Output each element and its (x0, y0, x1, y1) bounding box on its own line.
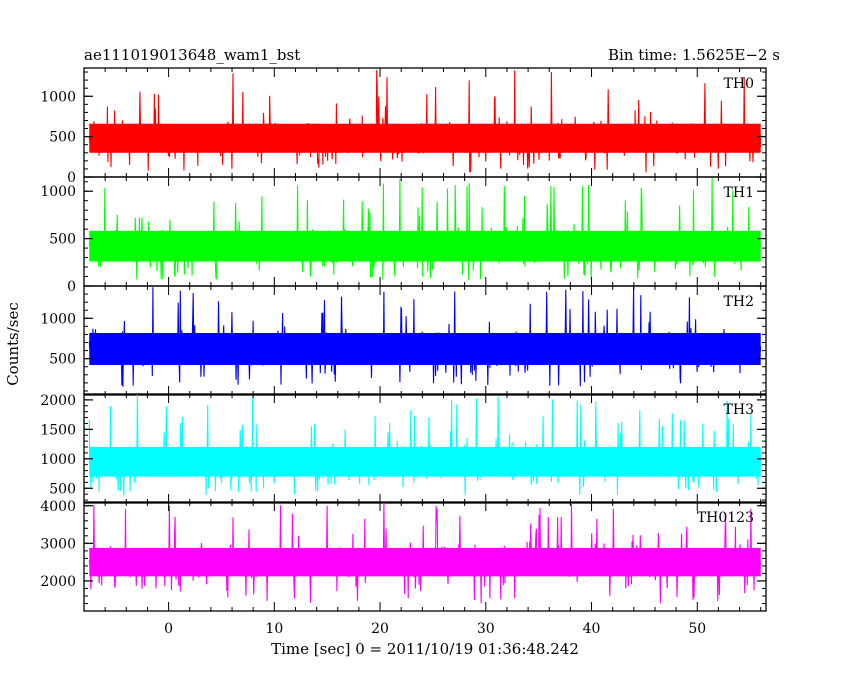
panel-label: TH0 (724, 76, 754, 92)
y-axis-label: Counts/sec (4, 302, 22, 386)
y-tick-label: 1000 (40, 452, 76, 468)
x-tick-label: 20 (371, 621, 389, 637)
series-th1 (88, 177, 762, 281)
panel-frame (83, 393, 767, 504)
series-th3 (88, 394, 762, 496)
panels-group: 0 500 1000 TH0 0 500 1000 TH1 500 1000 TH2 500 1000 1… (40, 67, 767, 612)
y-tick-label: 1000 (40, 89, 76, 105)
x-tick-label: 10 (265, 621, 283, 637)
series-band-th2 (89, 332, 761, 365)
y-tick-label: 500 (49, 481, 76, 497)
panel-label: TH2 (724, 294, 754, 310)
panel-th3: 500 1000 1500 2000 TH3 (40, 393, 767, 504)
x-tick-label: 0 (164, 621, 173, 637)
panel-th0123: 2000 3000 4000 TH0123 (40, 499, 767, 612)
panel-th1: 0 500 1000 TH1 (40, 176, 767, 295)
chart-title-left: ae111019013648_wam1_bst (84, 46, 300, 64)
y-tick-label: 3000 (40, 536, 76, 552)
x-tick-label: 30 (477, 621, 495, 637)
panel-frame (83, 501, 767, 612)
x-axis: 0 10 20 30 40 50 (164, 621, 706, 637)
y-tick-label: 1500 (40, 422, 76, 438)
x-axis-label: Time [sec] 0 = 2011/10/19 01:36:48.242 (271, 640, 579, 658)
panel-label: TH1 (724, 185, 754, 201)
y-tick-label: 500 (49, 232, 76, 248)
series-band-th1 (89, 230, 761, 262)
series-band-th0123 (89, 547, 761, 577)
panel-th2: 500 1000 TH2 (40, 285, 767, 396)
x-tick-label: 50 (688, 621, 706, 637)
panel-label: TH0123 (697, 510, 754, 526)
series-band-th0 (89, 123, 761, 153)
panel-frame (83, 285, 767, 396)
series-band-th3 (89, 446, 761, 477)
panel-frame (83, 67, 767, 178)
y-tick-label: 500 (49, 352, 76, 368)
panel-label: TH3 (724, 402, 754, 418)
y-tick-label: 0 (67, 170, 76, 186)
y-tick-label: 1000 (40, 184, 76, 200)
y-tick-label: 4000 (40, 499, 76, 515)
y-tick-label: 500 (49, 130, 76, 146)
y-tick-label: 2000 (40, 574, 76, 590)
chart-title-right: Bin time: 1.5625E−2 s (608, 46, 780, 64)
y-tick-label: 1000 (40, 311, 76, 327)
series-th0 (88, 69, 762, 173)
panel-th0: 0 500 1000 TH0 (40, 67, 767, 186)
x-tick-label: 40 (583, 621, 601, 637)
y-tick-label: 0 (67, 279, 76, 295)
y-tick-label: 2000 (40, 393, 76, 409)
